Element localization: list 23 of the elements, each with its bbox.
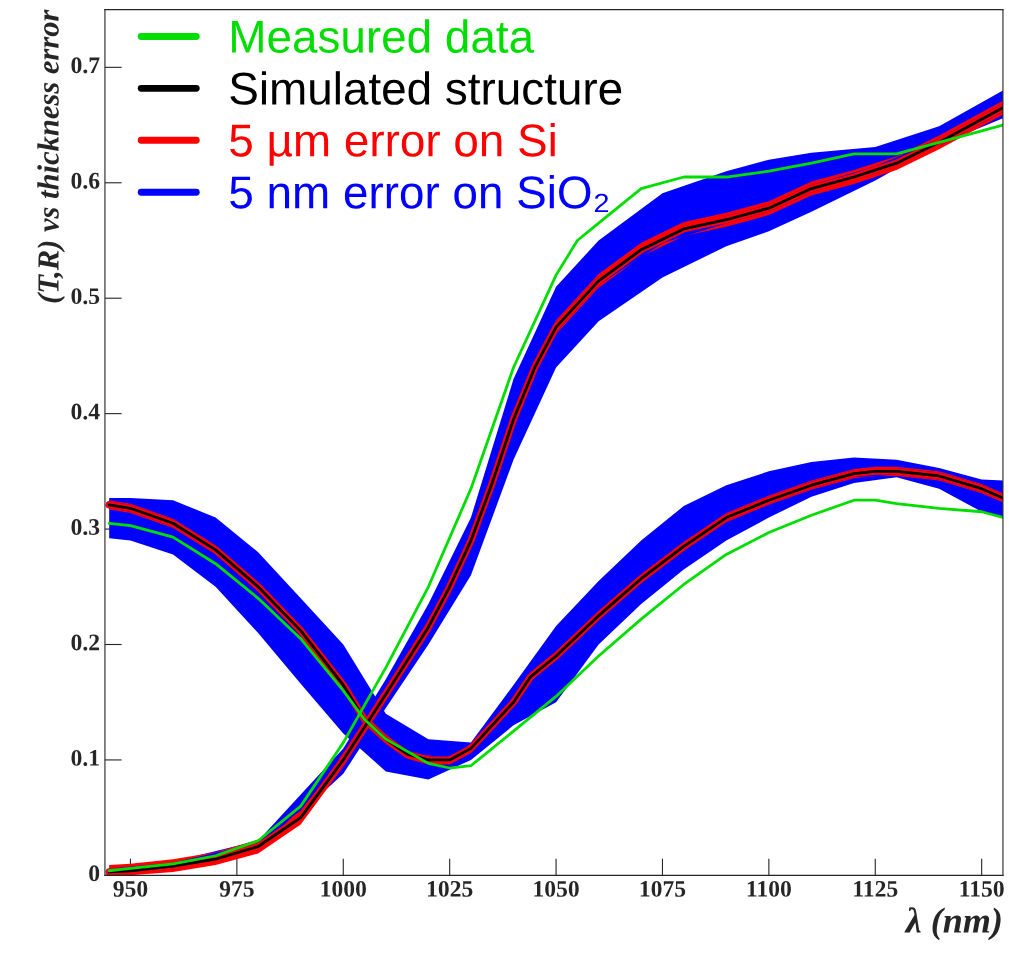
y-tick-label: 0.2 <box>71 634 100 651</box>
x-tick-label: 975 <box>219 880 254 897</box>
legend-label: 5 nm error on SiO₂ <box>230 174 609 213</box>
y-tick-label: 0.1 <box>71 749 99 766</box>
legend-label: Measured data <box>232 19 535 53</box>
legend-label: Simulated structure <box>230 71 622 105</box>
x-tick-label: 1025 <box>427 880 473 897</box>
x-tick-label: 950 <box>113 880 148 897</box>
y-tick-label: 0 <box>89 865 100 882</box>
y-tick-label: 0.3 <box>71 519 100 536</box>
x-tick-label: 1050 <box>534 880 579 897</box>
y-axis-title: (T,R) vs thickness error <box>37 9 66 303</box>
y-tick-label: 0.6 <box>71 172 100 189</box>
y-tick-label: 0.4 <box>71 403 100 420</box>
y-tick-label: 0.5 <box>71 288 100 305</box>
legend-label: 5 µm error on Si <box>230 123 555 166</box>
y-tick-label: 0.7 <box>71 57 100 74</box>
x-axis-title: λ (nm) <box>904 907 1001 941</box>
x-tick-label: 1100 <box>747 880 791 897</box>
x-tick-label: 1075 <box>640 880 686 897</box>
x-tick-label: 1150 <box>960 880 1004 897</box>
x-tick-label: 1125 <box>854 880 898 897</box>
x-tick-label: 1000 <box>321 880 366 897</box>
